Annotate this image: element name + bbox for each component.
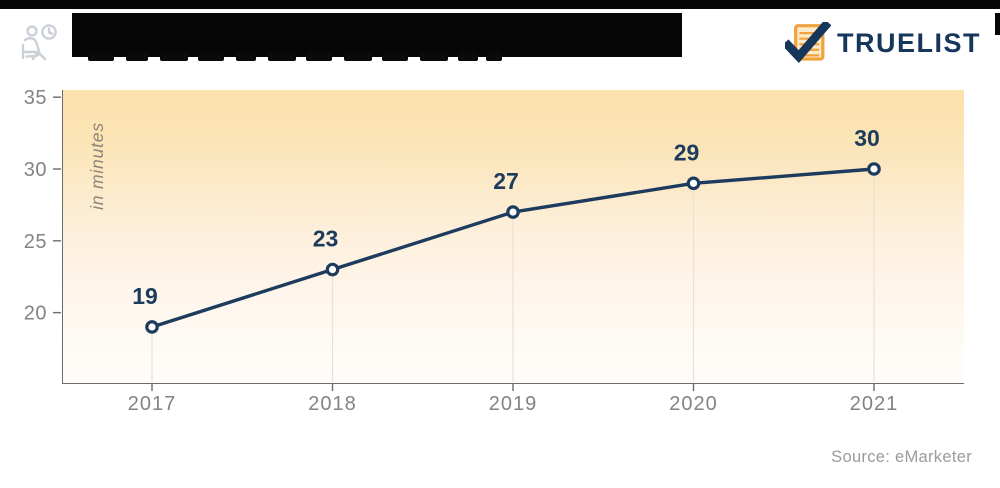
redacted-letter-fragment bbox=[420, 52, 448, 61]
y-tick-label: 20 bbox=[24, 303, 47, 325]
redacted-title-fragments bbox=[0, 0, 1000, 70]
redacted-letter-fragment bbox=[236, 52, 256, 61]
plot-area bbox=[62, 90, 964, 384]
x-tick-label: 2018 bbox=[308, 393, 357, 415]
y-tick-label: 35 bbox=[24, 87, 47, 109]
redacted-letter-fragment bbox=[458, 52, 478, 61]
y-tick-label: 25 bbox=[24, 231, 47, 253]
redaction-top-strip bbox=[0, 0, 1000, 9]
source-caption: Source: eMarketer bbox=[831, 448, 972, 466]
redacted-letter-fragment bbox=[88, 52, 114, 61]
person-waiting-with-clock-icon bbox=[21, 24, 57, 61]
y-tick-label: 30 bbox=[24, 159, 47, 181]
redacted-letter-fragment bbox=[344, 52, 372, 61]
x-tick-label: 2020 bbox=[669, 393, 718, 415]
redacted-letter-fragment bbox=[160, 52, 188, 61]
redacted-letter-fragment bbox=[126, 52, 148, 61]
redacted-letter-fragment bbox=[382, 52, 408, 61]
x-tick-label: 2017 bbox=[128, 393, 177, 415]
redacted-letter-fragment bbox=[306, 52, 332, 61]
truelist-logo-text: TRUELIST bbox=[837, 28, 981, 58]
truelist-logo: TRUELIST bbox=[785, 22, 985, 64]
redacted-letter-fragment bbox=[486, 52, 502, 61]
redacted-letter-fragment bbox=[198, 52, 224, 61]
redaction-corner-mark bbox=[995, 13, 1000, 35]
x-tick-label: 2021 bbox=[850, 393, 899, 415]
redacted-title-bar bbox=[72, 13, 682, 57]
truelist-logo-icon bbox=[785, 22, 831, 64]
x-tick-label: 2019 bbox=[489, 393, 538, 415]
redacted-letter-fragment bbox=[268, 52, 296, 61]
